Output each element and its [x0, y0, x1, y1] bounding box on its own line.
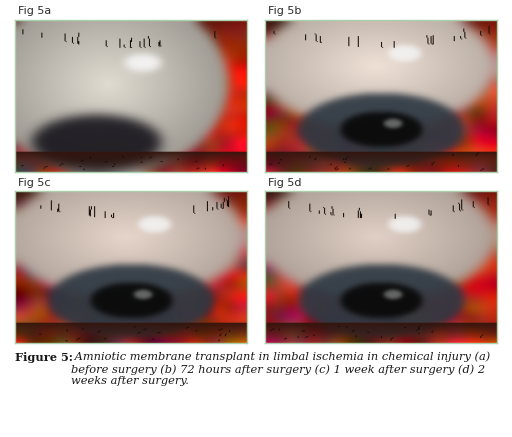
- Text: Fig 5d: Fig 5d: [267, 178, 301, 188]
- Text: Fig 5b: Fig 5b: [267, 6, 301, 16]
- Text: Fig 5c: Fig 5c: [18, 178, 50, 188]
- Text: Fig 5a: Fig 5a: [18, 6, 51, 16]
- Text: Figure 5:: Figure 5:: [15, 352, 73, 363]
- Text: Amniotic membrane transplant in limbal ischemia in chemical injury (a) before su: Amniotic membrane transplant in limbal i…: [71, 352, 490, 386]
